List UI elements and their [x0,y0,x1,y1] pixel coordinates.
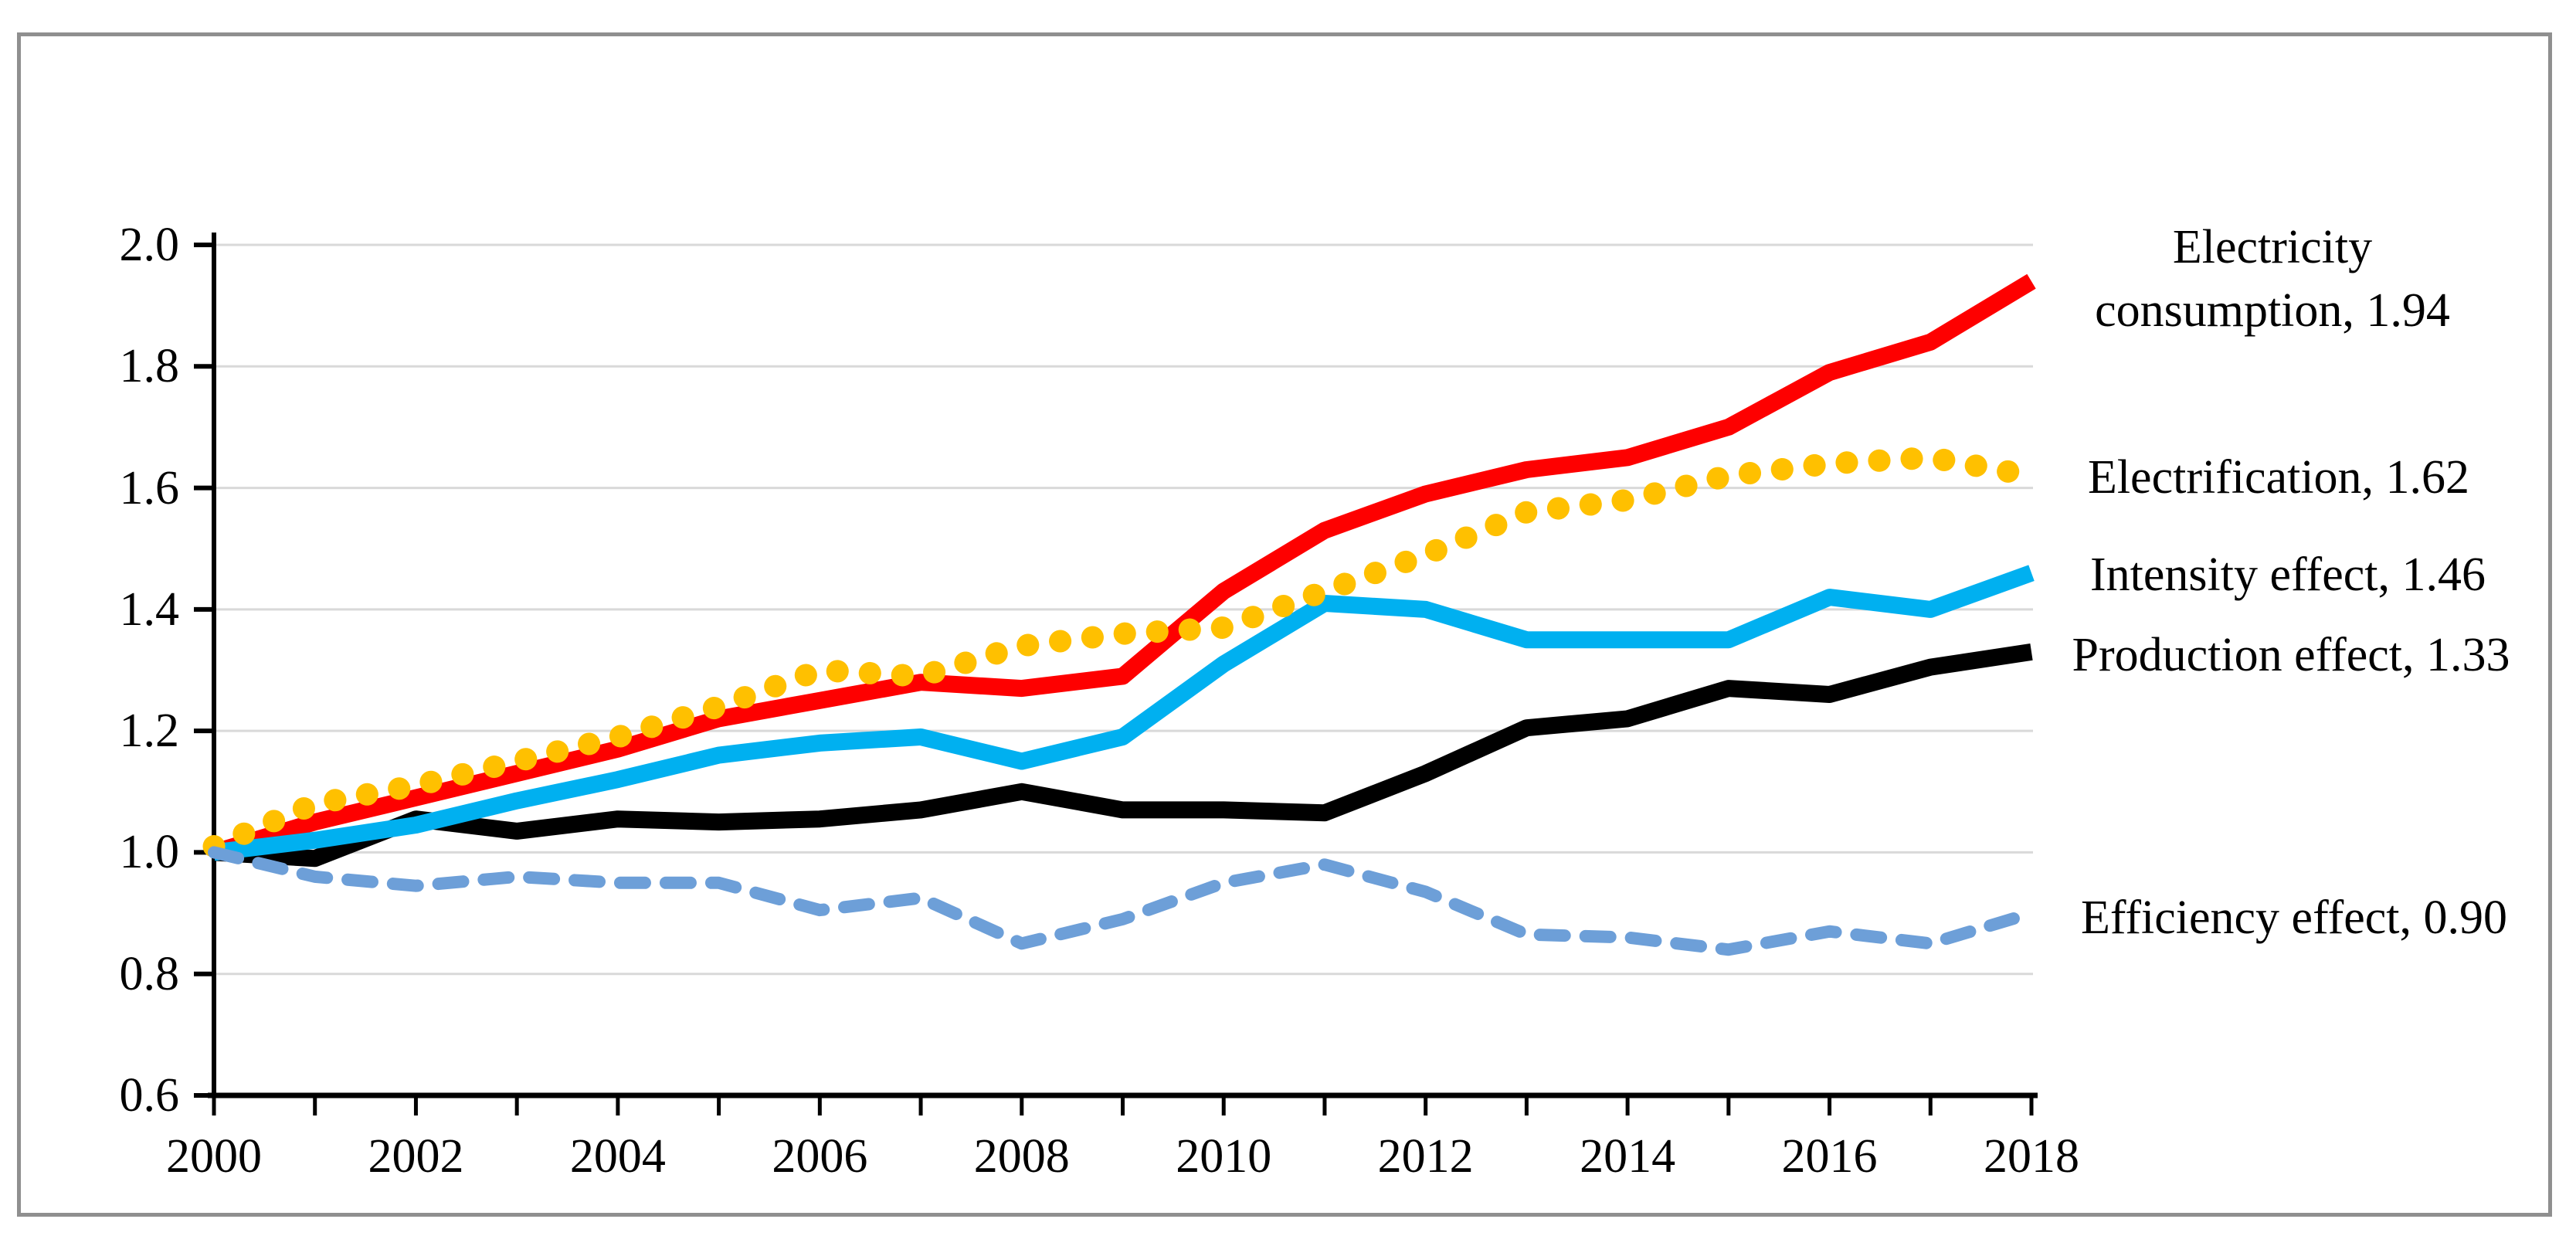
y-tick-label: 1.4 [119,582,180,636]
series-line-electrification [202,446,2043,858]
x-tick-label: 2002 [368,1130,464,1183]
label-electricity-consumption: Electricity consumption, 1.94 [2095,216,2450,342]
data-series [202,273,2043,956]
label-electricity-consumption-line1: Electricity [2172,221,2373,273]
label-efficiency-effect: Efficiency effect, 0.90 [2080,891,2508,944]
label-electrification: Electrification, 1.62 [2087,451,2470,504]
y-tick-label: 2.0 [119,219,180,271]
x-tick-label: 2004 [569,1130,666,1183]
series-line-electricity-consumption [211,273,2036,861]
x-tick-label: 2018 [1984,1130,2079,1183]
y-tick-label: 1.0 [119,826,180,879]
x-tick-label: 2014 [1580,1130,1676,1183]
y-tick-label: 1.6 [119,461,180,514]
y-tick-label: 0.6 [119,1069,180,1122]
label-intensity-effect: Intensity effect, 1.46 [2090,548,2486,601]
gridlines [214,243,2033,976]
figure-border [17,32,2552,1217]
y-tick-label: 0.8 [119,947,180,1000]
label-production-effect: Production effect, 1.33 [2072,629,2510,681]
series-line-production-effect [213,643,2033,868]
y-tick-label: 1.2 [119,705,180,758]
series-line-efficiency-effect [208,846,2038,956]
x-tick-label: 2006 [772,1130,868,1183]
x-tick-label: 2016 [1781,1130,1878,1183]
series-line-intensity-effect [212,565,2035,861]
x-tick-label: 2000 [166,1130,262,1183]
y-tick-label: 1.8 [119,340,180,393]
axes [194,233,2038,1115]
x-tick-label: 2010 [1176,1130,1272,1183]
x-tick-label: 2008 [973,1130,1070,1183]
x-tick-label: 2012 [1377,1130,1474,1183]
label-electricity-consumption-line2: consumption, 1.94 [2095,284,2450,337]
